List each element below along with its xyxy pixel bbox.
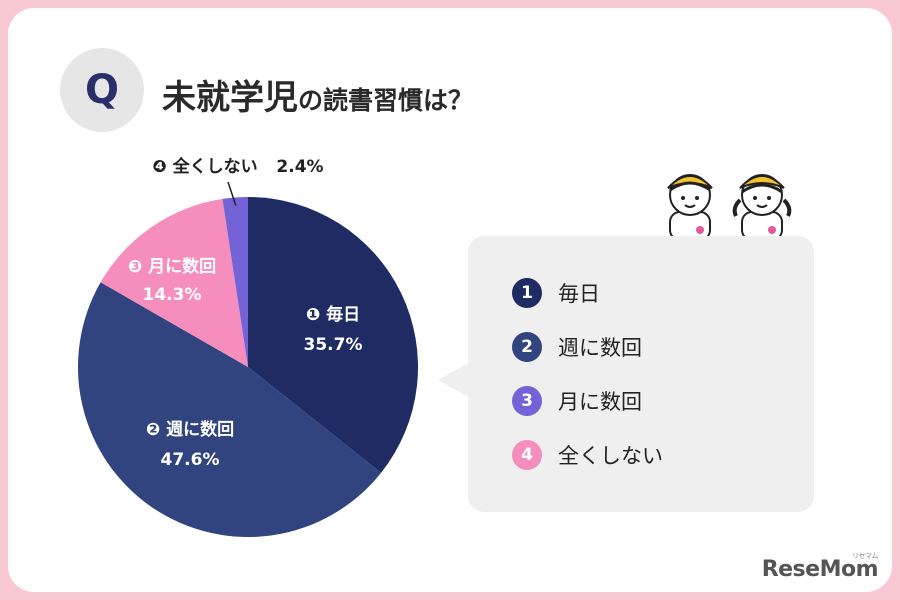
title-sub: の読書習慣は？ [298, 86, 474, 115]
title-main: 未就学児 [162, 78, 298, 118]
pie-slice-2 [78, 282, 382, 537]
children-illustration [650, 160, 800, 244]
slice-value-4: 2.4% [276, 157, 323, 177]
question-mark: Q [84, 67, 119, 113]
logo-text: ReseMom [761, 557, 879, 582]
brand-logo: ReseMom リセマム [761, 552, 879, 582]
slice-label-2: ❷ 週に数回 [146, 419, 234, 440]
girl-icon [732, 174, 792, 241]
legend-number: 3 [512, 386, 542, 416]
legend-item: 3 月に数回 [512, 386, 642, 416]
slice-label-1: ❶ 毎日 [306, 304, 360, 325]
pie-slice-4 [222, 197, 248, 367]
legend-item: 1 毎日 [512, 278, 600, 308]
legend-number: 4 [512, 440, 542, 470]
slice-label-3: ❸ 月に数回 [128, 256, 216, 277]
legend-number: 2 [512, 332, 542, 362]
boy-icon [667, 174, 713, 241]
slice-value-2: 47.6% [161, 450, 220, 470]
slice-value-3: 14.3% [143, 285, 202, 305]
legend-label: 毎日 [558, 282, 600, 306]
question-badge: Q [60, 48, 144, 132]
legend-item: 2 週に数回 [512, 332, 642, 362]
legend-label: 月に数回 [558, 390, 642, 414]
pie-slice-1 [248, 197, 418, 473]
legend-label: 全くしない [558, 444, 663, 468]
slice-leader-line [227, 181, 237, 206]
legend-item: 4 全くしない [512, 440, 663, 470]
legend-label: 週に数回 [558, 336, 642, 360]
legend-number: 1 [512, 278, 542, 308]
slice-label-4: ❹ 全くしない [152, 156, 257, 177]
slice-value-1: 35.7% [304, 335, 363, 355]
page-title: 未就学児の読書習慣は？ [162, 70, 473, 119]
pie-slice-3 [100, 198, 248, 367]
legend-pointer [438, 362, 470, 398]
logo-sup: リセマム [852, 552, 879, 560]
legend: 1 毎日 2 週に数回 3 月に数回 4 全くしない [468, 236, 814, 512]
